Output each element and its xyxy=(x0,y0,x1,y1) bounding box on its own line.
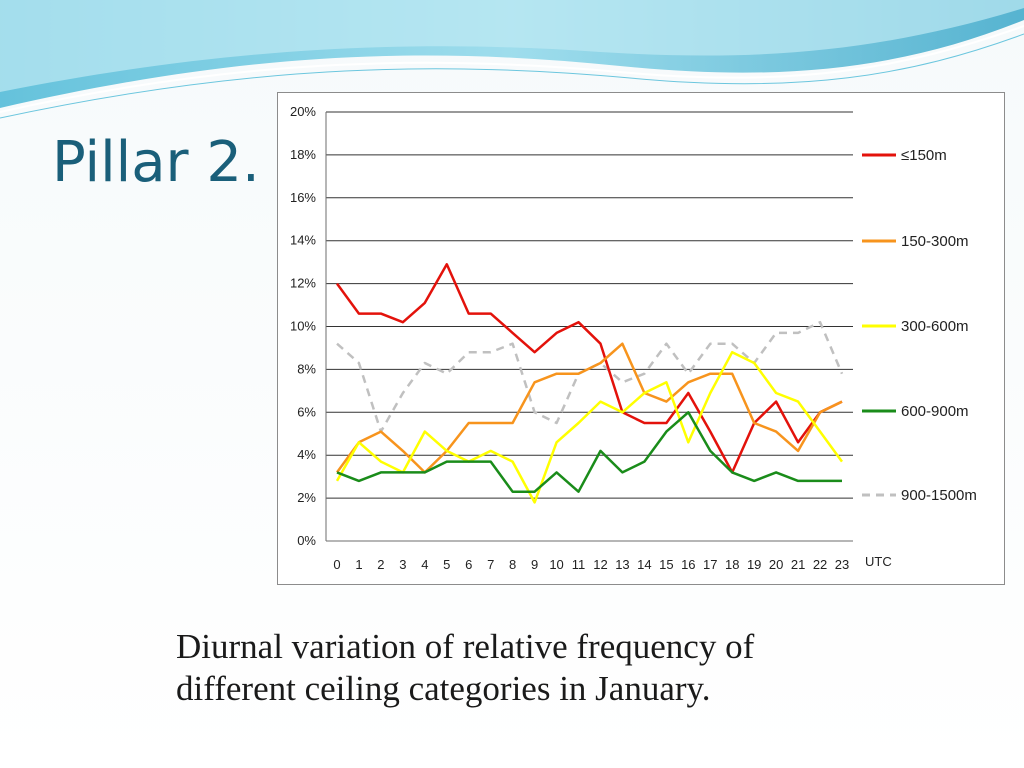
x-tick-label: 9 xyxy=(531,557,538,572)
x-tick-label: 12 xyxy=(593,557,607,572)
y-tick-label: 0% xyxy=(297,533,316,548)
series-line-2 xyxy=(335,350,844,504)
x-tick-label: 21 xyxy=(791,557,805,572)
legend-label: ≤150m xyxy=(901,147,947,164)
slide-caption: Diurnal variation of relative frequency … xyxy=(176,627,755,708)
header-wave-line xyxy=(0,25,1024,113)
x-tick-label: 17 xyxy=(703,557,717,572)
y-tick-label: 20% xyxy=(290,104,316,119)
x-tick-label: 6 xyxy=(465,557,472,572)
series-line-0 xyxy=(335,263,843,474)
x-tick-label: 11 xyxy=(572,557,586,572)
y-tick-label: 12% xyxy=(290,276,316,291)
x-tick-label: 18 xyxy=(725,557,739,572)
legend-label: 150-300m xyxy=(901,233,969,250)
x-tick-label: 19 xyxy=(747,557,761,572)
series-line-3 xyxy=(336,411,842,493)
y-tick-label: 6% xyxy=(297,404,316,419)
x-tick-label: 0 xyxy=(333,557,340,572)
x-tick-label: 1 xyxy=(355,557,362,572)
header-wave-line-2 xyxy=(0,33,1024,119)
y-tick-label: 18% xyxy=(290,147,316,162)
x-tick-label: 8 xyxy=(509,557,516,572)
x-tick-label: 14 xyxy=(637,557,651,572)
slide-title: Pillar 2. xyxy=(52,130,260,195)
line-chart: 0%2%4%6%8%10%12%14%16%18%20%0 1 2 3 4 5 6 7 8 9 10… xyxy=(290,104,977,572)
x-tick-label: 13 xyxy=(615,557,629,572)
series-line-4 xyxy=(336,320,844,433)
series-line-1 xyxy=(335,342,843,474)
y-tick-label: 4% xyxy=(297,447,316,462)
x-tick-label: 3 xyxy=(399,557,406,572)
x-tick-label: 20 xyxy=(769,557,783,572)
legend-label: 600-900m xyxy=(901,403,969,420)
y-tick-label: 2% xyxy=(297,490,316,505)
y-tick-label: 14% xyxy=(290,233,316,248)
x-tick-label: 22 xyxy=(813,557,827,572)
x-tick-label: 2 xyxy=(377,557,384,572)
x-tick-label: 5 xyxy=(443,557,450,572)
chart-frame: 0% 2% 4% 6% 8% 10% 12% 14% 16% 18% 20% 0 1 2 3 4 5 6 7 8 9 10… xyxy=(277,92,1005,585)
x-axis-label: UTC xyxy=(865,554,892,569)
x-tick-label: 23 xyxy=(835,557,849,572)
x-tick-label: 10 xyxy=(549,557,563,572)
x-tick-label: 4 xyxy=(421,557,428,572)
y-tick-label: 16% xyxy=(290,190,316,205)
x-tick-label: 15 xyxy=(659,557,673,572)
x-tick-label: 7 xyxy=(487,557,494,572)
legend-label: 300-600m xyxy=(901,318,969,335)
header-wave-light xyxy=(0,0,1024,92)
y-tick-label: 8% xyxy=(297,361,316,376)
legend-label: 900-1500m xyxy=(901,487,977,504)
y-tick-label: 10% xyxy=(290,319,316,334)
x-tick-label: 16 xyxy=(681,557,695,572)
